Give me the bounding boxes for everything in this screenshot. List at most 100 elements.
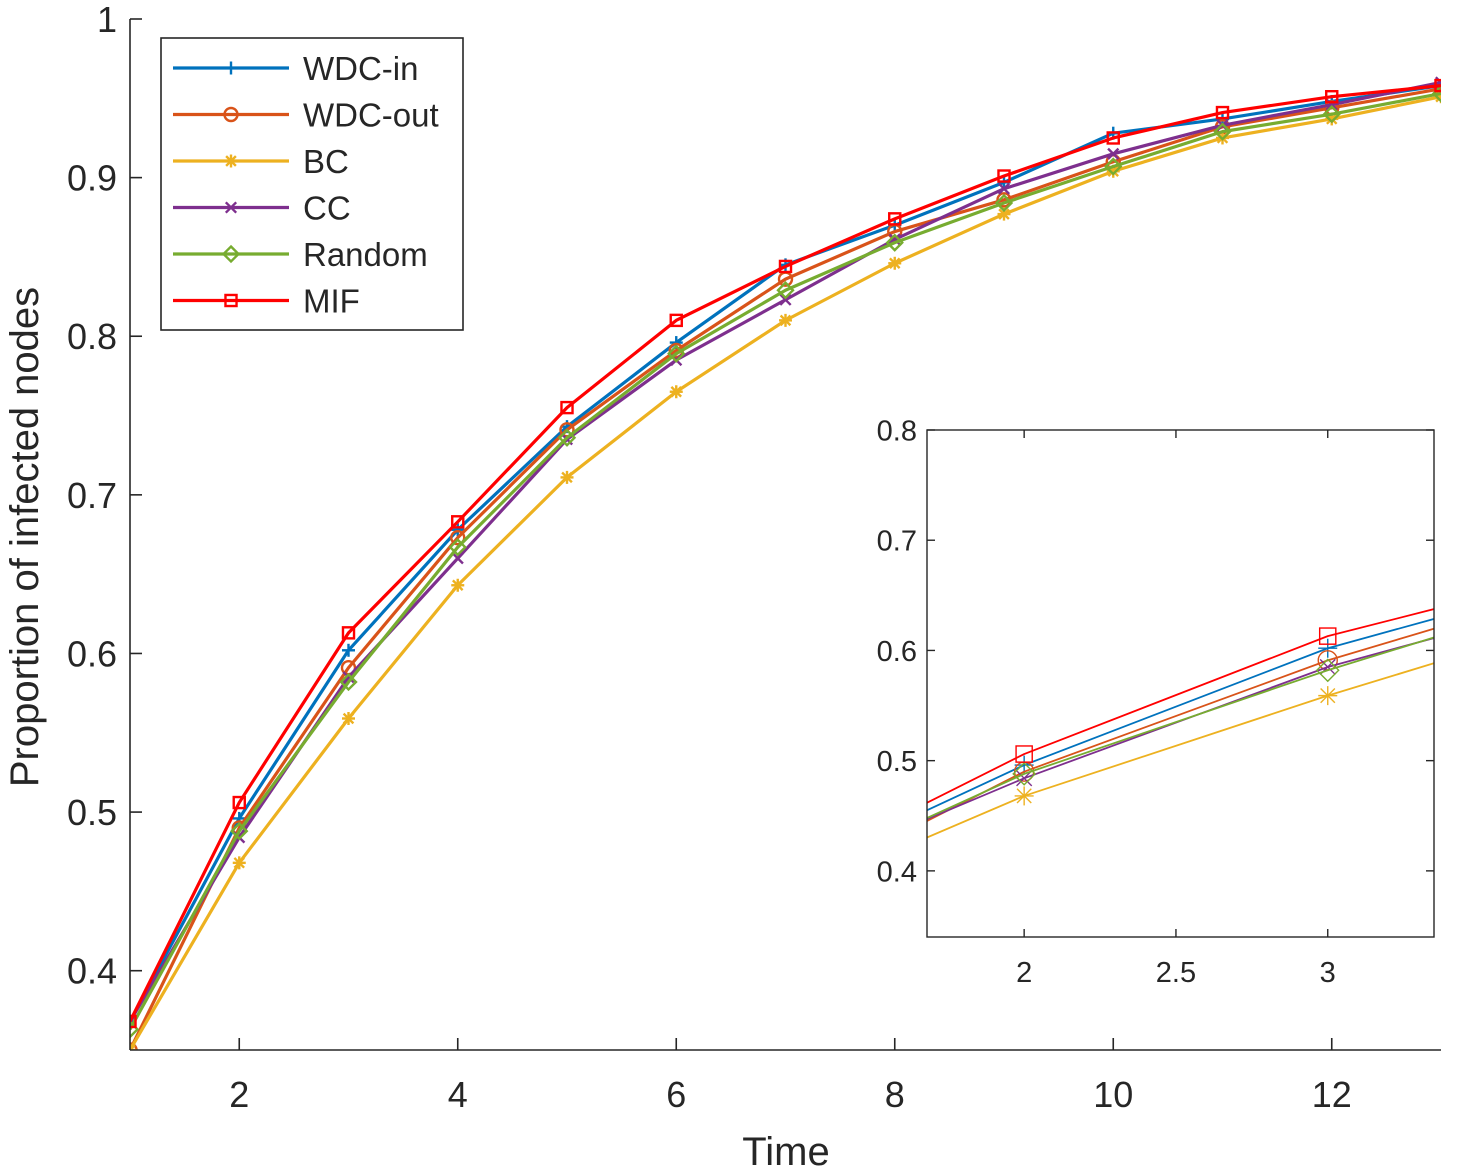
main-point-mif-7 <box>888 212 902 226</box>
main-x-tick-label-2: 2 <box>229 1074 249 1115</box>
main-point-cc-3 <box>451 552 464 565</box>
inset-y-tick-label-0-5: 0.5 <box>877 746 917 778</box>
inset-point-mif-0 <box>712 898 728 914</box>
main-point-bc-0 <box>130 1043 137 1050</box>
inset-line-mif <box>927 608 1434 804</box>
inset-point-mif-1 <box>1015 745 1033 763</box>
inset-series-mif <box>712 608 1434 914</box>
main-point-random-11 <box>1322 104 1341 124</box>
main-point-bc-5 <box>669 385 683 399</box>
main-point-mif-1 <box>232 795 246 810</box>
legend-entry-wdc-out: WDC-out <box>173 97 439 134</box>
y-axis-label: Proportion of infected nodes <box>3 287 47 787</box>
main-y-tick-label-0-8: 0.8 <box>67 316 117 357</box>
main-point-bc-4 <box>560 470 574 484</box>
main-point-random-4 <box>557 428 577 447</box>
inset-plot: 2 2.5 3 0.4 0.5 0.6 0.7 0.8 <box>711 415 1435 989</box>
legend-marker-cc <box>224 201 238 214</box>
main-y-tick-label-0-7: 0.7 <box>67 475 117 516</box>
main-point-bc-3 <box>451 578 465 592</box>
main-point-bc-2 <box>342 711 355 725</box>
main-y-tick-label-0-6: 0.6 <box>67 633 117 674</box>
main-point-cc-8 <box>997 182 1011 195</box>
legend-box <box>160 37 464 331</box>
main-point-random-5 <box>667 344 686 363</box>
legend-marker-bc <box>224 154 238 168</box>
inset-point-bc-1 <box>1014 786 1034 806</box>
x-axis-label: Time <box>742 1130 829 1171</box>
inset-point-cc-1 <box>1016 770 1033 787</box>
main-point-cc-6 <box>779 293 792 306</box>
legend: WDC-in WDC-out BC CC Random MIF <box>160 37 464 331</box>
legend-marker-wdc-out <box>223 106 239 123</box>
main-point-random-10 <box>1213 122 1232 141</box>
legend-label-wdc-out: WDC-out <box>303 97 439 134</box>
legend-label-mif: MIF <box>303 283 360 320</box>
main-point-mif-0 <box>130 1014 137 1029</box>
inset-y-tick-label-0-4: 0.4 <box>877 856 917 888</box>
main-point-random-7 <box>885 233 904 252</box>
legend-entry-mif: MIF <box>173 283 360 320</box>
main-x-tick-label-8: 8 <box>885 1074 905 1115</box>
main-plot: 2 4 6 8 10 12 0.4 0.5 0.6 0.7 0.8 0.9 1 <box>67 0 1441 1115</box>
inset-axes: 2 2.5 3 0.4 0.5 0.6 0.7 0.8 <box>877 415 1435 989</box>
main-point-wdc-in-2 <box>342 643 355 657</box>
legend-marker-random <box>221 244 241 264</box>
main-y-tick-label-1: 1 <box>97 0 117 40</box>
inset-x-tick-label-3: 3 <box>1320 957 1336 989</box>
main-y-tick-label-0-4: 0.4 <box>67 951 117 992</box>
main-point-bc-1 <box>232 856 246 870</box>
inset-line-bc <box>927 662 1434 839</box>
legend-entry-bc: BC <box>173 143 349 180</box>
main-point-random-8 <box>994 193 1014 213</box>
inset-series-bc <box>711 662 1434 935</box>
legend-marker-wdc-in <box>224 61 238 75</box>
inset-line-wdc-out <box>927 627 1434 823</box>
main-y-tick-label-0-5: 0.5 <box>67 792 117 833</box>
inset-point-bc-2 <box>1318 686 1338 706</box>
main-point-mif-12 <box>1434 78 1441 93</box>
inset-y-tick-label-0-7: 0.7 <box>877 526 917 558</box>
main-x-tick-label-10: 10 <box>1093 1074 1133 1115</box>
inset-point-cc-0 <box>713 899 728 914</box>
inset-x-tick-label-2-5: 2.5 <box>1156 957 1196 989</box>
main-series-mif <box>130 78 1441 1029</box>
main-point-mif-8 <box>997 169 1011 183</box>
main-point-mif-5 <box>669 313 683 328</box>
legend-marker-mif <box>224 293 238 308</box>
inset-point-random-1 <box>1012 761 1037 786</box>
inset-point-mif-2 <box>1318 627 1337 645</box>
inset-point-bc-0 <box>711 916 730 935</box>
legend-label-random: Random <box>303 236 428 273</box>
legend-label-bc: BC <box>303 143 349 180</box>
main-point-random-9 <box>1104 157 1123 176</box>
main-series-random <box>130 84 1441 1039</box>
main-point-mif-9 <box>1106 131 1120 145</box>
main-point-mif-3 <box>451 515 465 529</box>
main-point-bc-6 <box>779 313 792 327</box>
main-point-wdc-out-3 <box>450 529 466 546</box>
inset-line-random <box>927 636 1434 819</box>
inset-point-wdc-out-0 <box>711 916 730 935</box>
main-x-tick-label-4: 4 <box>448 1074 468 1115</box>
main-point-random-1 <box>230 821 249 841</box>
main-point-mif-11 <box>1325 89 1339 104</box>
inset-line-wdc-in <box>927 617 1434 812</box>
legend-entry-cc: CC <box>173 190 351 227</box>
main-point-random-6 <box>776 281 795 300</box>
inset-x-tick-label-2: 2 <box>1016 957 1032 989</box>
legend-entry-wdc-in: WDC-in <box>173 50 418 87</box>
inset-series-random <box>927 636 1434 819</box>
inset-y-tick-label-0-6: 0.6 <box>877 636 917 668</box>
main-point-mif-6 <box>778 259 793 274</box>
main-point-mif-4 <box>560 400 574 415</box>
main-x-tick-label-12: 12 <box>1312 1074 1352 1115</box>
main-point-cc-9 <box>1107 147 1120 160</box>
inset-axes-box <box>926 429 1435 938</box>
legend-label-wdc-in: WDC-in <box>303 50 418 87</box>
inset-point-wdc-in-2 <box>1318 638 1338 658</box>
main-point-cc-2 <box>342 671 355 684</box>
main-point-mif-2 <box>341 626 356 640</box>
